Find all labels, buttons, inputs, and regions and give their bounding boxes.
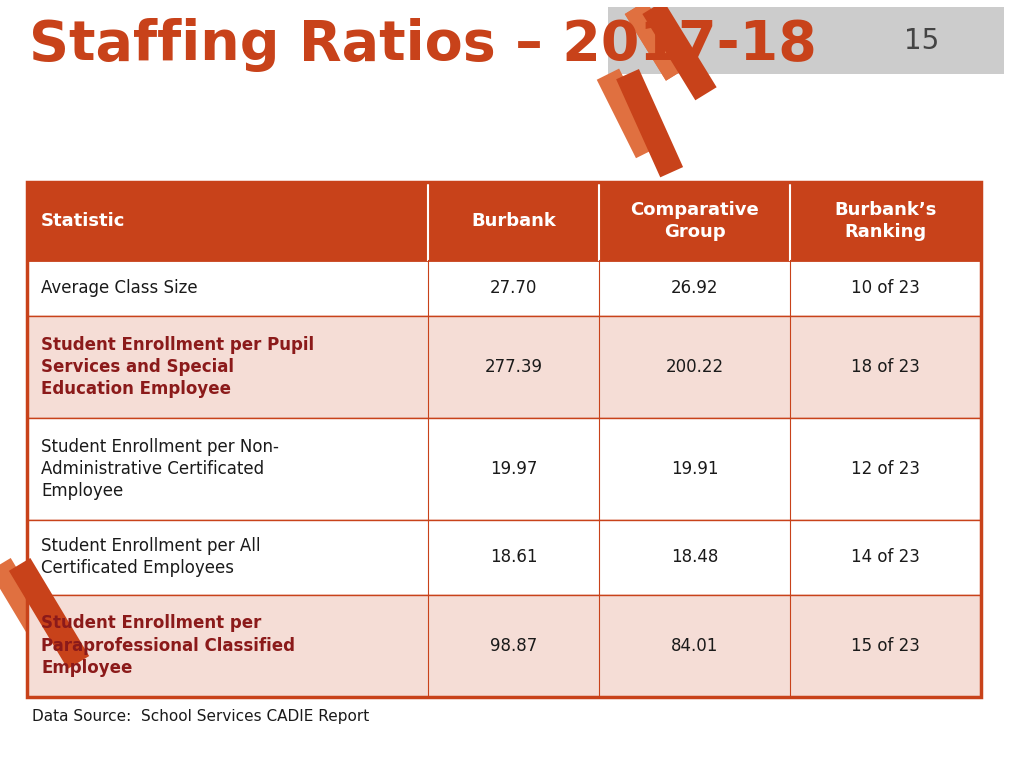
Text: Staffing Ratios – 2017-18: Staffing Ratios – 2017-18 (30, 18, 817, 71)
Text: Average Class Size: Average Class Size (41, 279, 198, 297)
Text: Student Enrollment per All
Certificated Employees: Student Enrollment per All Certificated … (41, 538, 261, 578)
Text: Student Enrollment per Non-
Administrative Certificated
Employee: Student Enrollment per Non- Administrati… (41, 438, 280, 500)
Text: 277.39: 277.39 (484, 358, 543, 376)
Text: 84.01: 84.01 (671, 637, 718, 654)
Text: Comparative
Group: Comparative Group (630, 201, 759, 241)
Text: 15: 15 (904, 27, 939, 55)
Bar (28, 316, 981, 418)
Text: Burbank’s
Ranking: Burbank’s Ranking (834, 201, 936, 241)
Bar (28, 182, 981, 697)
Bar (28, 520, 981, 594)
Text: 12 of 23: 12 of 23 (851, 460, 920, 478)
Text: 18.61: 18.61 (489, 548, 538, 566)
Text: 98.87: 98.87 (489, 637, 538, 654)
Bar (28, 260, 981, 316)
Text: 19.91: 19.91 (671, 460, 719, 478)
Text: Statistic: Statistic (41, 212, 126, 230)
Text: 26.92: 26.92 (671, 279, 719, 297)
Bar (28, 182, 981, 260)
Text: 10 of 23: 10 of 23 (851, 279, 920, 297)
Text: Burbank: Burbank (471, 212, 556, 230)
Text: Student Enrollment per
Paraprofessional Classified
Employee: Student Enrollment per Paraprofessional … (41, 614, 295, 677)
Text: 18.48: 18.48 (671, 548, 718, 566)
Text: 18 of 23: 18 of 23 (851, 358, 920, 376)
Text: 14 of 23: 14 of 23 (851, 548, 920, 566)
Text: 15 of 23: 15 of 23 (851, 637, 920, 654)
Text: 27.70: 27.70 (489, 279, 538, 297)
Text: 19.97: 19.97 (489, 460, 538, 478)
Text: Data Source:  School Services CADIE Report: Data Source: School Services CADIE Repor… (33, 709, 370, 723)
Bar (608, 8, 1005, 74)
Bar (28, 418, 981, 520)
Text: Student Enrollment per Pupil
Services and Special
Education Employee: Student Enrollment per Pupil Services an… (41, 336, 314, 398)
Text: 200.22: 200.22 (666, 358, 724, 376)
Bar (28, 594, 981, 697)
